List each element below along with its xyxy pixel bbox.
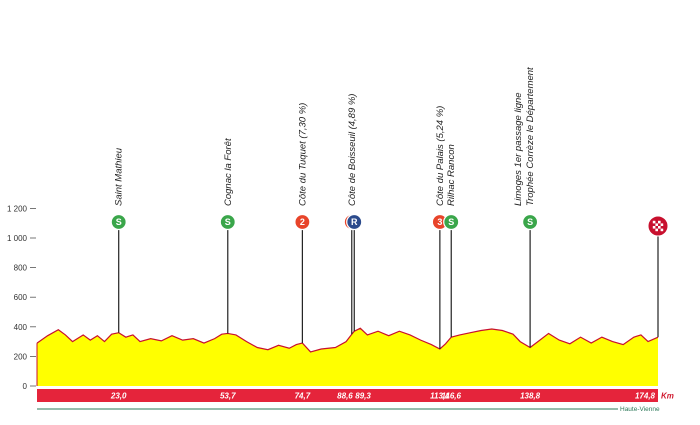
- y-tick-label: 400: [14, 323, 28, 332]
- marker-sprint: S Saint Mathieu: [110, 147, 127, 333]
- km-label: 138,8: [520, 392, 541, 401]
- climb-badge-icon: [294, 213, 311, 231]
- marker-sprint: S Cognac la Forêt: [219, 138, 236, 334]
- badge-letter: S: [448, 217, 454, 227]
- finish-checker: [658, 220, 661, 224]
- km-label: 53,7: [220, 392, 236, 401]
- km-label: 88,6: [337, 392, 353, 401]
- sprint-badge-icon: [110, 213, 127, 231]
- badge-letter: S: [225, 217, 231, 227]
- marker-label: Côte du Palais (5,24 %): [435, 106, 446, 206]
- y-tick-label: 200: [14, 352, 28, 361]
- km-label: 74,7: [295, 392, 311, 401]
- km-label: 113,4: [430, 392, 450, 401]
- marker-label: Saint Mathieu: [114, 147, 125, 206]
- marker-label: Limoges 1er passage ligne: [513, 92, 524, 206]
- y-tick-label: 1 000: [7, 234, 28, 243]
- profile-area: [36, 327, 659, 386]
- region-label: Haute-Vienne: [620, 406, 660, 413]
- badge-letter: 3: [437, 217, 442, 227]
- finish-checker: [652, 226, 656, 229]
- finish-checker: [658, 226, 661, 229]
- markers-layer: S Saint Mathieu S Cognac la Forêt 2 Côte du T…: [110, 67, 669, 349]
- y-axis: 1 200 1 000 800 600 400 200 0: [7, 204, 36, 391]
- marker-label: Côte du Tuquet (7,30 %): [297, 103, 308, 206]
- region-strip: Haute-Vienne: [37, 406, 660, 413]
- marker-climb: 3 Côte du Palais (5,24 %): [431, 106, 448, 349]
- badge-letter: S: [116, 217, 122, 227]
- marker-label: Trophée Corrèze le Département: [525, 67, 536, 206]
- finish-checker: [660, 223, 664, 226]
- marker-label: Rilhac Rancon: [446, 144, 457, 206]
- finish-checker: [655, 223, 658, 226]
- marker-label: Côte de Boisseuil (4,89 %): [347, 94, 358, 206]
- badge-letter: 2: [300, 217, 305, 227]
- km-label: 23,0: [110, 392, 127, 401]
- profile-outline: [36, 327, 659, 353]
- feed-badge-icon: [346, 213, 363, 231]
- finish-checker: [652, 220, 656, 224]
- marker-sprint: S Rilhac Rancon: [443, 144, 460, 338]
- y-tick-label: 600: [14, 293, 28, 302]
- badge-letter: R: [351, 217, 358, 227]
- km-unit-label: Km: [661, 392, 674, 401]
- badge-letter: S: [527, 217, 533, 227]
- sprint-badge-icon: [443, 213, 460, 231]
- finish-checker: [655, 228, 658, 232]
- y-tick-label: 1 200: [7, 204, 28, 213]
- km-label: 174,8: [635, 392, 656, 401]
- km-band-bar: [37, 389, 658, 402]
- km-label: 116,6: [442, 392, 462, 401]
- marker-finish: [647, 215, 669, 338]
- finish-checker: [660, 228, 664, 232]
- profile-fill: [37, 328, 658, 386]
- sprint-badge-icon: [522, 213, 539, 231]
- y-tick-label: 0: [23, 382, 28, 391]
- y-tick-label: 800: [14, 264, 28, 273]
- marker-climb: 2 Côte du Tuquet (7,30 %): [294, 103, 311, 344]
- km-label: 89,3: [355, 392, 371, 401]
- marker-feed: R: [346, 213, 363, 332]
- marker-label: Cognac la Forêt: [223, 138, 234, 206]
- sprint-badge-icon: [219, 213, 236, 231]
- marker-sprint: S Limoges 1er passage ligne Trophée Corrèz…: [513, 67, 539, 348]
